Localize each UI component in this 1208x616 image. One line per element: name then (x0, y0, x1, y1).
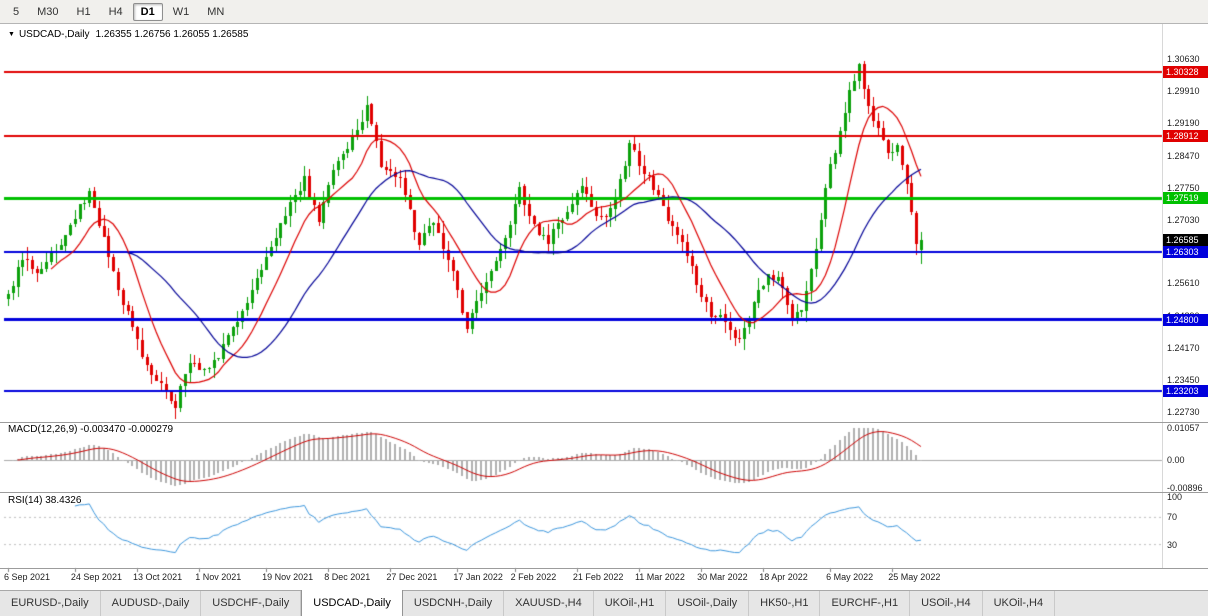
chart-tab-usdcnh-daily[interactable]: USDCNH-,Daily (403, 591, 505, 616)
price-axis-tick: 1.22730 (1167, 407, 1200, 418)
price-level-badge: 1.30328 (1163, 66, 1208, 79)
chart-tab-eurchf-h1[interactable]: EURCHF-,H1 (820, 591, 911, 616)
date-axis-label: 19 Nov 2021 (262, 572, 314, 582)
date-axis-label: 6 Sep 2021 (4, 572, 51, 582)
chart-tab-usoil-h4[interactable]: USOil-,H4 (910, 591, 983, 616)
timeframe-button-h4[interactable]: H4 (108, 5, 123, 18)
date-axis-label: 2 Feb 2022 (510, 572, 557, 582)
rsi-axis-tick: 70 (1167, 512, 1178, 523)
rsi-axis-tick: 30 (1167, 539, 1178, 550)
timeframe-toolbar: 5 M30 H1 H4 D1 W1 MN (0, 0, 1208, 24)
date-axis-label: 13 Oct 2021 (133, 572, 183, 582)
price-axis-tick: 1.27750 (1167, 182, 1200, 193)
price-level-badge: 1.27519 (1163, 192, 1208, 205)
timeframe-button-h1[interactable]: H1 (76, 5, 91, 18)
rsi-indicator-label: RSI(14) 38.4326 (8, 495, 82, 506)
chart-tabs-bar: EURUSD-,Daily AUDUSD-,Daily USDCHF-,Daily U… (0, 590, 1208, 616)
chart-tab-hk50-h1[interactable]: HK50-,H1 (749, 591, 821, 616)
price-axis-tick: 1.28470 (1167, 150, 1200, 161)
price-axis-tick: 1.27030 (1167, 214, 1200, 225)
macd-axis-tick: -0.00896 (1167, 483, 1203, 493)
macd-axis-tick: 0.01057 (1167, 423, 1200, 433)
chart-tab-usoil-daily[interactable]: USOil-,Daily (666, 591, 750, 616)
price-axis-tick: 1.29190 (1167, 118, 1200, 129)
chart-tab-ukoil-h1[interactable]: UKOil-,H1 (594, 591, 667, 616)
chart-tab-xauusd-h4[interactable]: XAUUSD-,H4 (504, 591, 594, 616)
price-axis-tick: 1.29910 (1167, 86, 1200, 97)
dropdown-caret-icon: ▼ (8, 31, 15, 38)
date-axis-label: 30 Mar 2022 (697, 572, 748, 582)
date-axis-label: 21 Feb 2022 (572, 572, 624, 582)
macd-axis-tick: 0.00 (1167, 455, 1185, 466)
date-axis-label: 25 May 2022 (888, 572, 941, 582)
chart-tab-ukoil-h4[interactable]: UKOil-,H4 (983, 591, 1056, 616)
chart-symbol-label: USDCAD-,Daily (18, 29, 90, 40)
chart-title-dropdown[interactable]: ▼ USDCAD-,Daily 1.26355 1.26756 1.26055 1.… (8, 29, 248, 40)
timeframe-button-w1[interactable]: W1 (172, 5, 190, 18)
price-axis-tick: 1.30630 (1167, 53, 1200, 64)
price-level-badge: 1.26303 (1163, 246, 1208, 259)
price-axis-tick: 1.24170 (1167, 342, 1200, 353)
panel-separator (0, 422, 1208, 423)
timeframe-button-d1[interactable]: D1 (132, 2, 163, 21)
date-axis-label: 11 Mar 2022 (634, 572, 685, 582)
date-axis-label: 6 May 2022 (826, 572, 874, 582)
date-axis-label: 8 Dec 2021 (324, 572, 371, 582)
price-level-badge: 1.28912 (1163, 129, 1208, 142)
price-level-badge: 1.23203 (1163, 385, 1208, 398)
current-price-badge: 1.26585 (1163, 233, 1208, 246)
chart-tab-usdcad-daily[interactable]: USDCAD-,Daily (301, 590, 403, 616)
price-axis-separator (1162, 24, 1163, 568)
chart-tab-eurusd-daily[interactable]: EURUSD-,Daily (0, 591, 101, 616)
date-axis-label: 18 Apr 2022 (759, 572, 808, 582)
chart-tab-usdchf-daily[interactable]: USDCHF-,Daily (201, 591, 302, 616)
chart-tab-audusd-daily[interactable]: AUDUSD-,Daily (101, 591, 202, 616)
chart-ohlc-values: 1.26355 1.26756 1.26055 1.26585 (95, 29, 249, 40)
timeframe-button-5[interactable]: 5 (13, 5, 20, 18)
timeframe-button-m30[interactable]: M30 (37, 5, 59, 18)
date-axis-label: 27 Dec 2021 (386, 572, 438, 582)
macd-indicator-label: MACD(12,26,9) -0.003470 -0.000279 (8, 424, 174, 435)
date-axis-label: 24 Sep 2021 (70, 572, 122, 582)
rsi-axis-tick: 100 (1167, 492, 1183, 502)
date-axis-label: 1 Nov 2021 (195, 572, 242, 582)
price-axis-tick: 1.23450 (1167, 375, 1200, 386)
price-axis-tick: 1.25610 (1167, 278, 1200, 289)
timeframe-button-mn[interactable]: MN (207, 5, 225, 18)
price-level-badge: 1.24800 (1163, 313, 1208, 326)
date-axis-label: 17 Jan 2022 (453, 572, 503, 582)
panel-separator (0, 568, 1208, 569)
panel-separator (0, 492, 1208, 493)
